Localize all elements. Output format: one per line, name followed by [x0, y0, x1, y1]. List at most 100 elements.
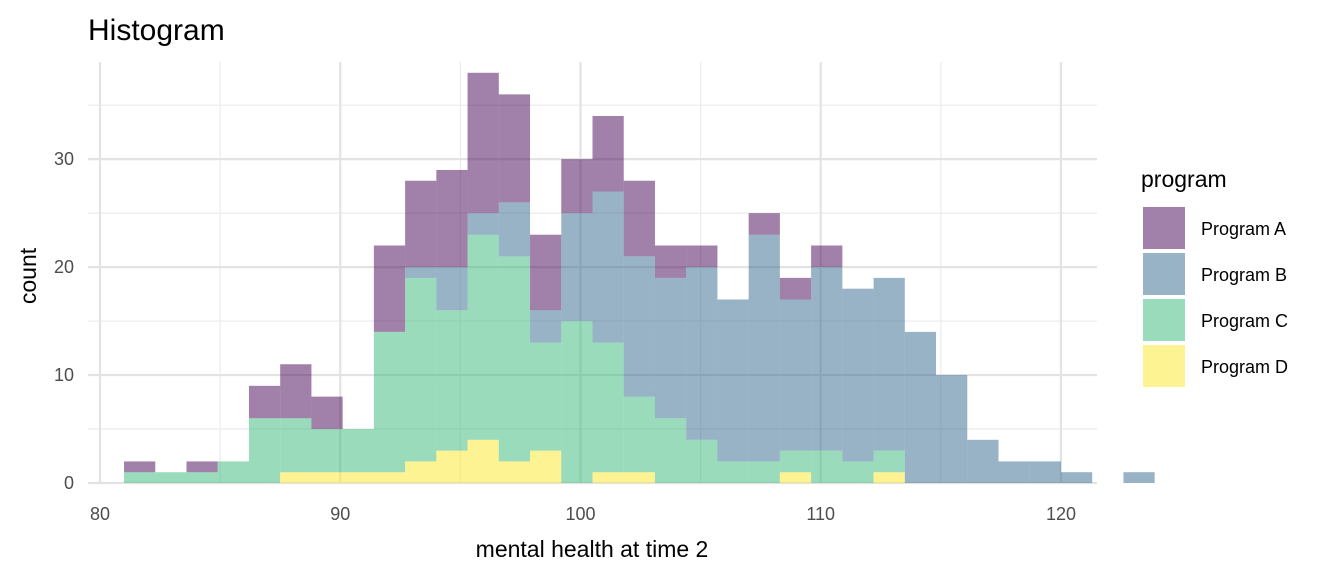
bar-program-a [124, 461, 156, 473]
legend-label: Program D [1201, 357, 1288, 377]
bar-program-d [530, 450, 562, 483]
bar-program-a [623, 180, 655, 257]
bar-program-c [280, 418, 312, 473]
legend-items: Program A Program B Program C Program D [1143, 207, 1288, 387]
bar-program-c [873, 450, 905, 473]
bar-program-b [842, 288, 874, 462]
x-tick-label: 100 [565, 504, 595, 524]
bar-program-b [686, 267, 718, 440]
bar-program-b [405, 267, 437, 278]
bar-program-b [436, 267, 468, 311]
y-tick-labels: 0 10 20 30 [54, 149, 74, 493]
bars [124, 72, 1155, 483]
bar-program-a [280, 364, 312, 419]
bar-program-c [623, 396, 655, 473]
bar-program-d [779, 472, 812, 483]
bar-program-d [498, 461, 531, 483]
x-tick-label: 80 [90, 504, 110, 524]
bar-program-a [561, 159, 593, 214]
bar-program-a [811, 245, 843, 268]
bar-program-c [686, 439, 718, 483]
bar-program-c [498, 256, 531, 462]
bar-program-a [467, 72, 499, 214]
legend-label: Program C [1201, 311, 1288, 331]
bar-program-a [654, 245, 687, 278]
bar-program-d [873, 472, 905, 483]
bar-program-b [1060, 472, 1093, 483]
bar-program-a [686, 245, 718, 268]
bar-program-c [436, 310, 468, 451]
bar-program-c [342, 429, 374, 473]
bar-program-a [779, 277, 812, 300]
bar-program-a [186, 461, 218, 473]
bar-program-c [217, 461, 249, 483]
y-axis-title: count [15, 247, 41, 304]
y-tick-label: 10 [54, 365, 74, 385]
bar-program-b [748, 234, 780, 462]
bar-program-b [779, 299, 812, 451]
bar-program-a [530, 234, 562, 311]
bar-program-c [592, 342, 624, 473]
bar-program-b [530, 310, 562, 343]
bar-program-d [405, 461, 437, 483]
bar-program-d [436, 450, 468, 483]
bar-program-b [498, 202, 531, 257]
bar-program-c [842, 461, 874, 483]
bar-program-a [248, 385, 281, 419]
bar-program-b [811, 267, 843, 451]
bar-program-a [498, 94, 531, 203]
bar-program-d [311, 472, 343, 483]
bar-program-c [811, 450, 843, 483]
bar-program-c [124, 472, 156, 483]
bar-program-c [311, 429, 343, 473]
legend-swatch [1143, 253, 1185, 295]
bar-program-c [186, 472, 218, 483]
bar-program-d [592, 472, 624, 483]
legend-title: program [1141, 166, 1227, 192]
bar-program-c [779, 450, 812, 473]
y-tick-label: 0 [64, 473, 74, 493]
bar-program-b [654, 277, 687, 419]
legend-swatch [1143, 299, 1185, 341]
bar-program-c [248, 418, 281, 483]
bar-program-a [405, 180, 437, 268]
legend-swatch [1143, 207, 1185, 249]
bar-program-a [373, 245, 406, 332]
x-tick-labels: 80 90 100 110 120 [90, 504, 1076, 524]
bar-program-b [592, 191, 624, 343]
legend-swatch [1143, 345, 1185, 387]
bar-program-d [467, 439, 499, 483]
bar-program-b [1029, 461, 1061, 483]
bar-program-a [311, 396, 343, 430]
bar-program-a [748, 213, 780, 235]
bar-program-b [936, 375, 968, 483]
bar-program-b [904, 331, 937, 483]
legend-label: Program A [1201, 219, 1286, 239]
bar-program-c [654, 418, 687, 483]
bar-program-c [717, 461, 749, 483]
x-tick-label: 120 [1046, 504, 1076, 524]
bar-program-d [623, 472, 655, 483]
bar-program-a [592, 115, 624, 192]
bar-program-d [342, 472, 374, 483]
bar-program-d [280, 472, 312, 483]
legend-label: Program B [1201, 265, 1287, 285]
bar-program-c [155, 472, 187, 483]
x-axis-title: mental health at time 2 [476, 536, 709, 562]
bar-program-b [623, 256, 655, 397]
bar-program-c [467, 234, 499, 440]
bar-program-c [373, 331, 406, 473]
y-tick-label: 20 [54, 257, 74, 277]
bar-program-b [467, 213, 499, 235]
bar-program-c [405, 277, 437, 462]
bar-program-b [998, 461, 1030, 483]
y-tick-label: 30 [54, 149, 74, 169]
bar-program-b [873, 277, 905, 451]
bar-program-c [530, 342, 562, 451]
bar-program-b [717, 299, 749, 462]
bar-program-b [561, 213, 593, 322]
bar-program-c [748, 461, 780, 483]
bar-program-b [967, 439, 999, 483]
